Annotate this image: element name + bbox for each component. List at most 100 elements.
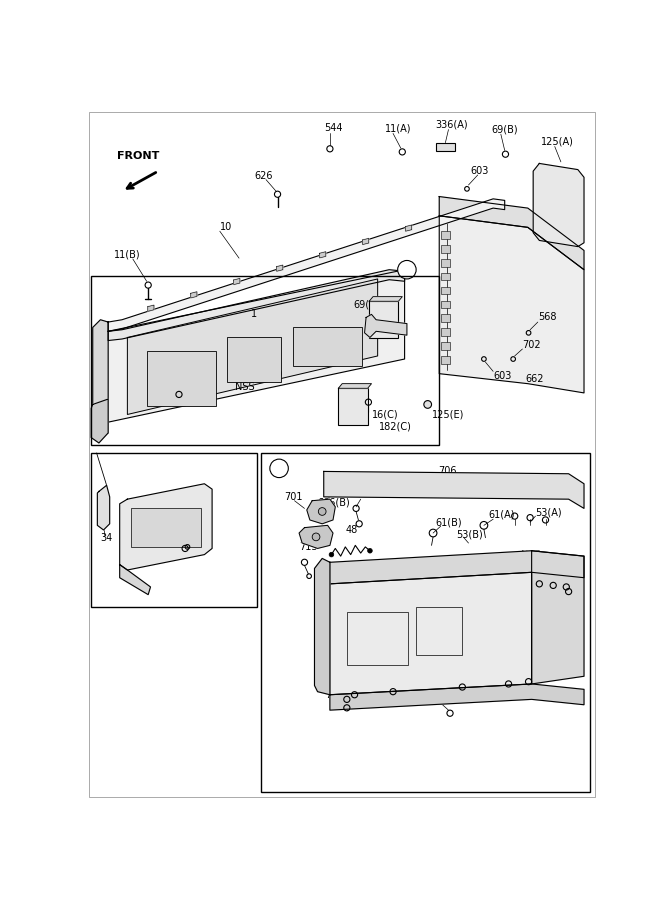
Polygon shape <box>108 270 405 422</box>
Bar <box>441 286 450 294</box>
Text: 182(C): 182(C) <box>379 421 412 431</box>
Bar <box>416 607 462 654</box>
Text: 626: 626 <box>254 171 273 181</box>
Bar <box>261 453 590 792</box>
Polygon shape <box>369 297 402 302</box>
Polygon shape <box>127 279 378 415</box>
Bar <box>147 350 216 406</box>
Polygon shape <box>119 564 151 595</box>
Polygon shape <box>91 399 108 443</box>
Polygon shape <box>330 572 532 695</box>
Text: A: A <box>404 265 410 274</box>
Text: 568: 568 <box>538 312 556 322</box>
Text: 702: 702 <box>522 340 541 350</box>
Polygon shape <box>533 164 584 247</box>
Text: 69(A): 69(A) <box>353 300 380 310</box>
Bar <box>441 301 450 308</box>
Polygon shape <box>365 314 407 338</box>
Bar <box>441 259 450 266</box>
Text: 666(B): 666(B) <box>328 482 361 491</box>
Polygon shape <box>119 484 212 570</box>
Text: 701: 701 <box>283 491 302 502</box>
Text: 712: 712 <box>515 657 534 668</box>
Polygon shape <box>277 266 283 271</box>
Circle shape <box>318 508 326 516</box>
Text: 48: 48 <box>346 525 358 535</box>
Polygon shape <box>299 526 333 548</box>
Text: 336(A): 336(A) <box>436 120 468 130</box>
Text: A: A <box>275 464 282 473</box>
Bar <box>436 143 455 151</box>
Text: 603: 603 <box>493 371 512 381</box>
Text: 61(B): 61(B) <box>436 518 462 527</box>
Circle shape <box>329 553 334 557</box>
Text: 11(A): 11(A) <box>386 123 412 133</box>
Text: 125(B): 125(B) <box>171 521 204 531</box>
Circle shape <box>398 260 416 279</box>
Polygon shape <box>307 500 336 524</box>
Bar <box>441 273 450 281</box>
Bar <box>347 612 408 665</box>
Text: 707: 707 <box>356 490 375 500</box>
Polygon shape <box>319 252 325 258</box>
Bar <box>91 453 257 607</box>
Bar <box>441 245 450 253</box>
Text: 53(A): 53(A) <box>535 508 562 518</box>
Polygon shape <box>191 292 197 298</box>
Text: 336(B): 336(B) <box>171 496 204 506</box>
Text: 53(B): 53(B) <box>456 529 483 540</box>
Text: NSS: NSS <box>521 550 540 560</box>
Polygon shape <box>93 320 108 439</box>
Text: 709: 709 <box>325 689 344 699</box>
Text: 70: 70 <box>378 303 390 313</box>
Polygon shape <box>330 684 584 710</box>
Text: 70: 70 <box>347 391 360 401</box>
Text: 11(B): 11(B) <box>114 249 141 259</box>
Circle shape <box>424 400 432 409</box>
Text: 544: 544 <box>323 123 342 133</box>
Text: 16(C): 16(C) <box>372 410 398 419</box>
Circle shape <box>368 548 372 554</box>
Text: 666(A): 666(A) <box>251 369 283 379</box>
Bar <box>441 314 450 322</box>
Polygon shape <box>338 383 372 388</box>
Text: 1: 1 <box>251 310 257 320</box>
Text: 603: 603 <box>470 166 488 176</box>
Text: 689: 689 <box>141 509 159 519</box>
Polygon shape <box>315 558 330 695</box>
Bar <box>369 302 398 338</box>
Text: 10: 10 <box>220 222 232 232</box>
Bar <box>338 388 368 425</box>
Text: 69(B): 69(B) <box>492 124 518 135</box>
Circle shape <box>270 459 288 478</box>
Polygon shape <box>440 196 584 270</box>
Text: 666(A): 666(A) <box>535 562 568 572</box>
Polygon shape <box>330 551 584 584</box>
Circle shape <box>312 533 320 541</box>
Bar <box>227 338 281 382</box>
Polygon shape <box>406 225 412 231</box>
Bar <box>441 231 450 239</box>
Polygon shape <box>363 238 369 245</box>
Polygon shape <box>440 216 584 393</box>
Text: 666(B): 666(B) <box>317 497 350 508</box>
Text: 708: 708 <box>430 695 448 705</box>
Text: FRONT: FRONT <box>117 150 160 161</box>
Text: 125(A): 125(A) <box>541 137 574 147</box>
Text: 61(A): 61(A) <box>488 509 515 519</box>
Polygon shape <box>233 278 240 284</box>
Bar <box>293 328 362 366</box>
Polygon shape <box>532 551 584 684</box>
Polygon shape <box>108 199 505 331</box>
Text: NSS: NSS <box>235 382 255 392</box>
Text: 662: 662 <box>526 374 544 384</box>
Text: 125(E): 125(E) <box>432 410 464 419</box>
Bar <box>441 342 450 350</box>
Bar <box>91 276 440 446</box>
Polygon shape <box>323 472 584 508</box>
Polygon shape <box>108 270 405 340</box>
Polygon shape <box>148 305 154 311</box>
Text: 706: 706 <box>438 466 456 476</box>
Text: 34: 34 <box>101 533 113 543</box>
Polygon shape <box>97 485 109 530</box>
